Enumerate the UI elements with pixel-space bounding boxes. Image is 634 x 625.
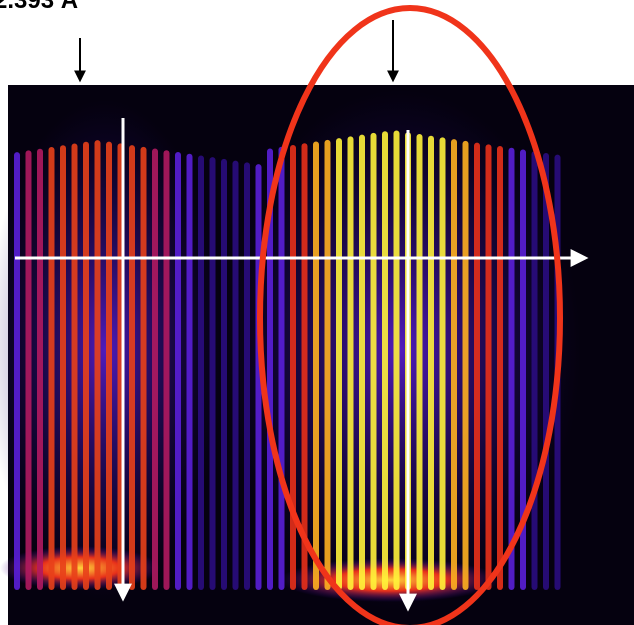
stripe <box>152 149 158 590</box>
stripe <box>302 143 308 590</box>
stripe <box>72 144 78 590</box>
stripe <box>95 140 101 590</box>
stripe <box>106 142 112 590</box>
stripe <box>497 146 503 590</box>
stripe <box>440 137 446 590</box>
stripe <box>141 147 147 590</box>
stripe <box>187 154 193 590</box>
stripe <box>382 131 388 590</box>
glow <box>0 546 160 590</box>
stripe <box>543 153 549 590</box>
stripe <box>83 142 89 590</box>
stripe <box>451 139 457 590</box>
stripe <box>244 162 250 590</box>
stripe <box>129 145 135 590</box>
stripe <box>348 136 354 590</box>
stripe <box>486 144 492 590</box>
stripe <box>532 151 538 590</box>
stripe <box>210 157 216 590</box>
stripe <box>14 152 20 590</box>
stripe <box>313 142 319 590</box>
stripe <box>417 134 423 590</box>
stripe <box>60 145 66 590</box>
stripe <box>49 147 55 590</box>
stripe <box>394 131 400 590</box>
stripe <box>37 149 43 590</box>
page: 2.393 Å (() => { const data = JSON.parse… <box>0 0 634 625</box>
stripe <box>26 150 32 590</box>
stripe <box>428 136 434 590</box>
figure: 2.393 Å <box>0 0 634 625</box>
stripe <box>509 148 515 590</box>
stripe <box>233 161 239 590</box>
stripe <box>463 141 469 590</box>
stripe <box>359 135 365 590</box>
stripe <box>221 159 227 590</box>
stripe <box>164 150 170 590</box>
stripe <box>474 143 480 590</box>
stripe <box>371 133 377 590</box>
d-spacing-label: 2.393 Å <box>0 0 78 14</box>
stripe <box>175 152 181 590</box>
stripe <box>325 140 331 590</box>
stripe <box>279 147 285 590</box>
stripe <box>336 138 342 590</box>
stripe <box>198 155 204 590</box>
